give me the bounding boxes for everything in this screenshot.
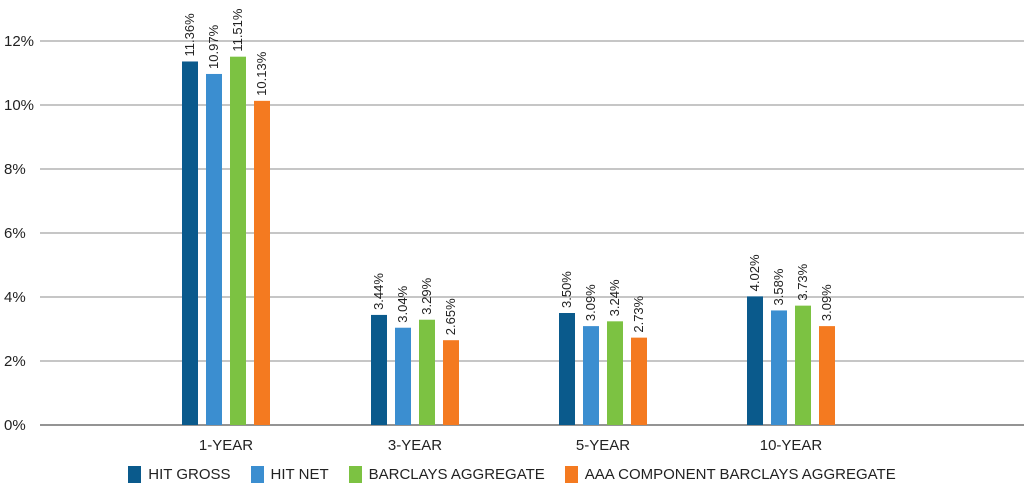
legend-item-aaa-component: AAA COMPONENT BARCLAYS AGGREGATE [564, 466, 896, 483]
y-tick-label: 4% [4, 289, 26, 306]
legend-item-barclays-aggregate: BARCLAYS AGGREGATE [348, 466, 545, 483]
data-label: 3.09% [819, 284, 834, 321]
y-tick-label: 10% [4, 97, 34, 114]
y-tick-label: 2% [4, 353, 26, 370]
data-label: 3.24% [607, 279, 622, 316]
x-tick-label: 5-YEAR [576, 437, 630, 454]
y-tick-label: 6% [4, 225, 26, 242]
data-label: 11.36% [182, 13, 197, 57]
legend-swatch-barclays-aggregate [348, 466, 362, 483]
y-tick-label: 8% [4, 161, 26, 178]
bar-chart: 0% 2% 4% 6% 8% 10% 12% 11.36% 10.97% 11.51% 10.13%… [4, 8, 1024, 454]
bar [254, 100, 270, 425]
data-label: 11.51% [230, 8, 245, 52]
data-label: 3.04% [395, 285, 410, 322]
legend-label-hit-net: HIT NET [270, 466, 329, 483]
bar [206, 73, 222, 426]
legend-item-hit-gross: HIT GROSS [128, 466, 231, 483]
data-label: 3.58% [771, 268, 786, 305]
data-label: 3.29% [419, 277, 434, 314]
bar [819, 326, 835, 425]
bar [583, 326, 599, 425]
legend-label-aaa-component: AAA COMPONENT BARCLAYS AGGREGATE [584, 466, 896, 483]
data-label: 2.73% [631, 295, 646, 332]
x-tick-label: 1-YEAR [199, 437, 253, 454]
bar [631, 337, 647, 425]
bar [182, 61, 198, 425]
legend-item-hit-net: HIT NET [250, 466, 329, 483]
bar [443, 340, 459, 425]
data-label: 3.73% [795, 263, 810, 300]
bar [747, 296, 763, 425]
bar [559, 313, 575, 425]
bar [771, 310, 787, 425]
bar [371, 314, 387, 425]
legend-swatch-hit-gross [128, 466, 142, 483]
y-tick-label: 0% [4, 417, 26, 434]
data-label: 4.02% [747, 254, 762, 291]
bar [395, 327, 411, 425]
data-label: 3.50% [559, 271, 574, 308]
data-label: 10.97% [206, 24, 221, 69]
legend-label-hit-gross: HIT GROSS [148, 466, 231, 483]
legend-swatch-aaa-component [564, 466, 578, 483]
data-label: 3.44% [371, 273, 386, 310]
legend: HIT GROSS HIT NET BARCLAYS AGGREGATE AAA… [0, 466, 1024, 483]
x-tick-label: 10-YEAR [760, 437, 823, 454]
data-label: 10.13% [254, 51, 269, 96]
data-label: 2.65% [443, 298, 458, 335]
bar [607, 321, 623, 425]
bar [230, 56, 246, 426]
legend-swatch-hit-net [250, 466, 264, 483]
bar [795, 305, 811, 425]
data-label: 3.09% [583, 284, 598, 321]
y-tick-label: 12% [4, 33, 34, 50]
x-tick-label: 3-YEAR [388, 437, 442, 454]
bar [419, 319, 435, 425]
legend-label-barclays-aggregate: BARCLAYS AGGREGATE [368, 466, 545, 483]
